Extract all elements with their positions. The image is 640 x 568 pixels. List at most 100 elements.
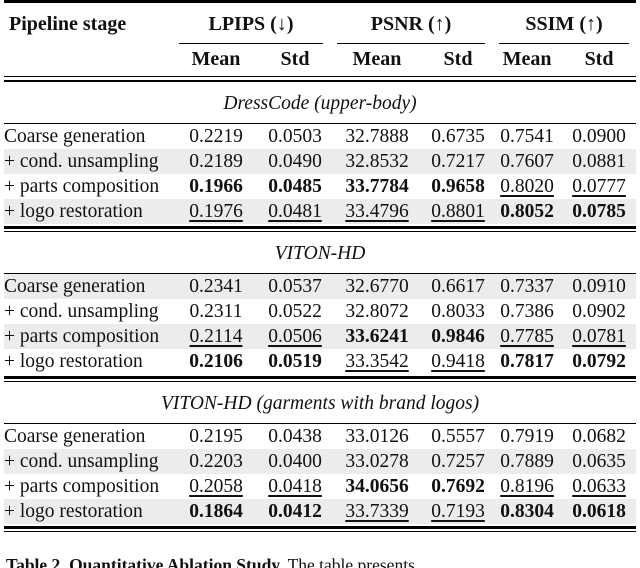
group-header-row: Pipeline stage LPIPS (↓) PSNR (↑) SSIM (… — [4, 2, 636, 44]
value-cell: 0.7217 — [431, 150, 485, 172]
value-cell: 0.1966 — [189, 175, 243, 197]
value-cell: 0.7257 — [431, 450, 485, 472]
value-cell: 0.0522 — [268, 300, 322, 322]
stage-cell: + parts composition — [4, 475, 160, 497]
stage-cell: + logo restoration — [4, 200, 143, 222]
value-cell: 33.7784 — [345, 175, 409, 197]
stage-cell: + logo restoration — [4, 350, 143, 372]
caption-text: The table presents — [287, 555, 415, 568]
value-cell: 0.0618 — [572, 500, 626, 522]
stage-cell: + cond. unsampling — [4, 150, 159, 172]
value-cell: 0.0777 — [572, 175, 626, 197]
table-row: + cond. unsampling 0.2189 0.0490 32.8532 0.7… — [4, 149, 637, 174]
subheader-row: Mean Std Mean Std Mean Std — [4, 44, 636, 74]
value-cell: 0.7785 — [500, 325, 554, 347]
value-cell: 0.8304 — [500, 500, 554, 522]
value-cell: 0.7919 — [500, 425, 554, 447]
value-cell: 0.0503 — [268, 125, 322, 147]
stage-cell: Coarse generation — [4, 125, 146, 147]
section-row: VITON-HD (garments with brand logos) — [4, 385, 637, 424]
value-cell: 0.1864 — [189, 500, 243, 522]
value-cell: 0.0635 — [572, 450, 626, 472]
value-cell: 0.0910 — [572, 275, 626, 297]
value-cell: 0.7607 — [500, 150, 554, 172]
table-row: Coarse generation 0.2195 0.0438 33.0126 0.55… — [4, 424, 636, 450]
value-cell: 0.0438 — [268, 425, 322, 447]
value-cell: 0.8052 — [500, 200, 554, 222]
value-cell: 0.0400 — [268, 450, 322, 472]
value-cell: 0.7541 — [500, 125, 554, 147]
value-cell: 0.0490 — [268, 150, 322, 172]
value-cell: 33.0278 — [345, 450, 409, 472]
table-row: + cond. unsampling 0.2203 0.0400 33.0278 0.7… — [4, 449, 637, 474]
column-group-psnr: PSNR (↑) — [330, 2, 492, 44]
value-cell: 0.0412 — [268, 500, 322, 522]
value-cell: 0.9658 — [431, 175, 485, 197]
value-cell: 0.7889 — [500, 450, 554, 472]
value-cell: 0.7386 — [500, 300, 554, 322]
value-cell: 0.2058 — [189, 475, 243, 497]
value-cell: 32.8072 — [345, 300, 409, 322]
value-cell: 0.8033 — [431, 300, 485, 322]
section-row: DressCode (upper-body) — [4, 85, 637, 124]
subheader-std: Std — [280, 47, 310, 70]
value-cell: 33.7339 — [345, 500, 409, 522]
caption-title: Quantitative Ablation Study. — [69, 555, 284, 568]
section-title: DressCode (upper-body) — [4, 85, 637, 124]
table-row: Coarse generation 0.2341 0.0537 32.6770 0.66… — [4, 273, 637, 299]
value-cell: 0.0537 — [268, 275, 322, 297]
table-row: Coarse generation 0.2219 0.0503 32.7888 0.67… — [4, 124, 636, 150]
section-title: VITON-HD (garments with brand logos) — [4, 385, 637, 424]
value-cell: 0.0485 — [268, 175, 322, 197]
subheader-std: Std — [584, 47, 614, 70]
value-cell: 0.0785 — [572, 200, 626, 222]
value-cell: 0.7817 — [500, 350, 554, 372]
value-cell: 0.2189 — [189, 150, 243, 172]
value-cell: 0.0481 — [268, 200, 322, 222]
value-cell: 0.0519 — [268, 350, 322, 372]
value-cell: 0.7337 — [500, 275, 554, 297]
table-row: + logo restoration 0.1864 0.0412 33.7339 0.7… — [4, 499, 637, 524]
value-cell: 0.8801 — [431, 200, 485, 222]
stage-cell: + parts composition — [4, 325, 160, 347]
value-cell: 33.4796 — [345, 200, 409, 222]
value-cell: 0.2106 — [189, 350, 243, 372]
value-cell: 0.0418 — [268, 475, 322, 497]
value-cell: 0.0633 — [572, 475, 626, 497]
value-cell: 0.2195 — [189, 425, 243, 447]
value-cell: 33.3542 — [345, 350, 409, 372]
stage-cell: + cond. unsampling — [4, 450, 159, 472]
column-header-pipeline-stage: Pipeline stage — [9, 13, 127, 35]
value-cell: 0.2311 — [189, 300, 243, 322]
value-cell: 32.8532 — [345, 150, 409, 172]
value-cell: 0.8020 — [500, 175, 554, 197]
section-title: VITON-HD — [4, 235, 637, 274]
section-end-rule — [4, 374, 637, 385]
value-cell: 0.7692 — [431, 475, 485, 497]
value-cell: 0.0902 — [572, 300, 626, 322]
caption-label: Table 2. — [6, 555, 65, 568]
value-cell: 0.1976 — [189, 200, 243, 222]
section-end-rule — [4, 224, 637, 235]
column-group-ssim: SSIM (↑) — [492, 2, 636, 44]
value-cell: 0.7193 — [431, 500, 485, 522]
section-end-rule — [4, 524, 637, 535]
value-cell: 0.8196 — [500, 475, 554, 497]
value-cell: 0.6617 — [431, 275, 485, 297]
value-cell: 0.9418 — [431, 350, 485, 372]
stage-cell: Coarse generation — [4, 425, 146, 447]
table-row: + parts composition 0.1966 0.0485 33.7784 0.… — [4, 174, 636, 199]
table-body: DressCode (upper-body) Coarse generation 0… — [4, 85, 637, 535]
column-group-psnr-label: PSNR (↑) — [337, 12, 486, 44]
value-cell: 0.0682 — [572, 425, 626, 447]
table-row: + logo restoration 0.2106 0.0519 33.3542 0.9… — [4, 349, 636, 374]
value-cell: 0.2114 — [189, 325, 243, 347]
value-cell: 0.2341 — [189, 275, 243, 297]
subheader-mean: Mean — [502, 47, 552, 70]
value-cell: 0.0900 — [572, 125, 626, 147]
column-group-lpips-label: LPIPS (↓) — [179, 12, 323, 44]
table-caption: Table 2. Quantitative Ablation Study. Th… — [6, 552, 634, 568]
column-group-lpips: LPIPS (↓) — [172, 2, 330, 44]
stage-cell: Coarse generation — [4, 275, 146, 297]
